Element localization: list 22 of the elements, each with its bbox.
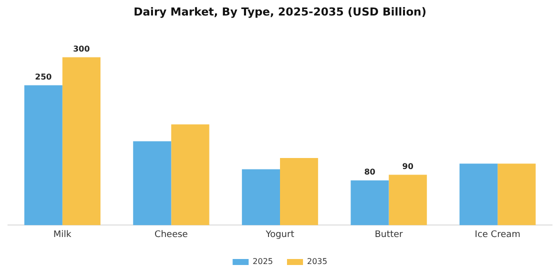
bar: [62, 57, 100, 226]
bar: [171, 124, 210, 226]
x-tick-label: Milk: [53, 230, 72, 240]
bar: [242, 169, 280, 226]
bar: [350, 180, 389, 226]
bar: [133, 141, 172, 226]
bar: [498, 164, 536, 226]
bar: [24, 85, 62, 226]
legend-label: 2035: [307, 257, 328, 266]
data-label: 80: [364, 167, 376, 176]
x-tick-label: Ice Cream: [474, 230, 520, 240]
x-tick-label: Butter: [374, 230, 404, 240]
bar: [388, 174, 427, 226]
bar: [280, 158, 318, 226]
data-label: 90: [402, 162, 414, 171]
x-tick-label: Cheese: [154, 230, 188, 240]
bar: [460, 164, 498, 226]
data-label: 300: [73, 44, 90, 54]
x-tick-label: Yogurt: [264, 230, 295, 240]
chart-title: Dairy Market, By Type, 2025-2035 (USD Billion): [134, 5, 426, 18]
legend-label: 2025: [252, 257, 273, 266]
data-label: 250: [35, 72, 52, 82]
